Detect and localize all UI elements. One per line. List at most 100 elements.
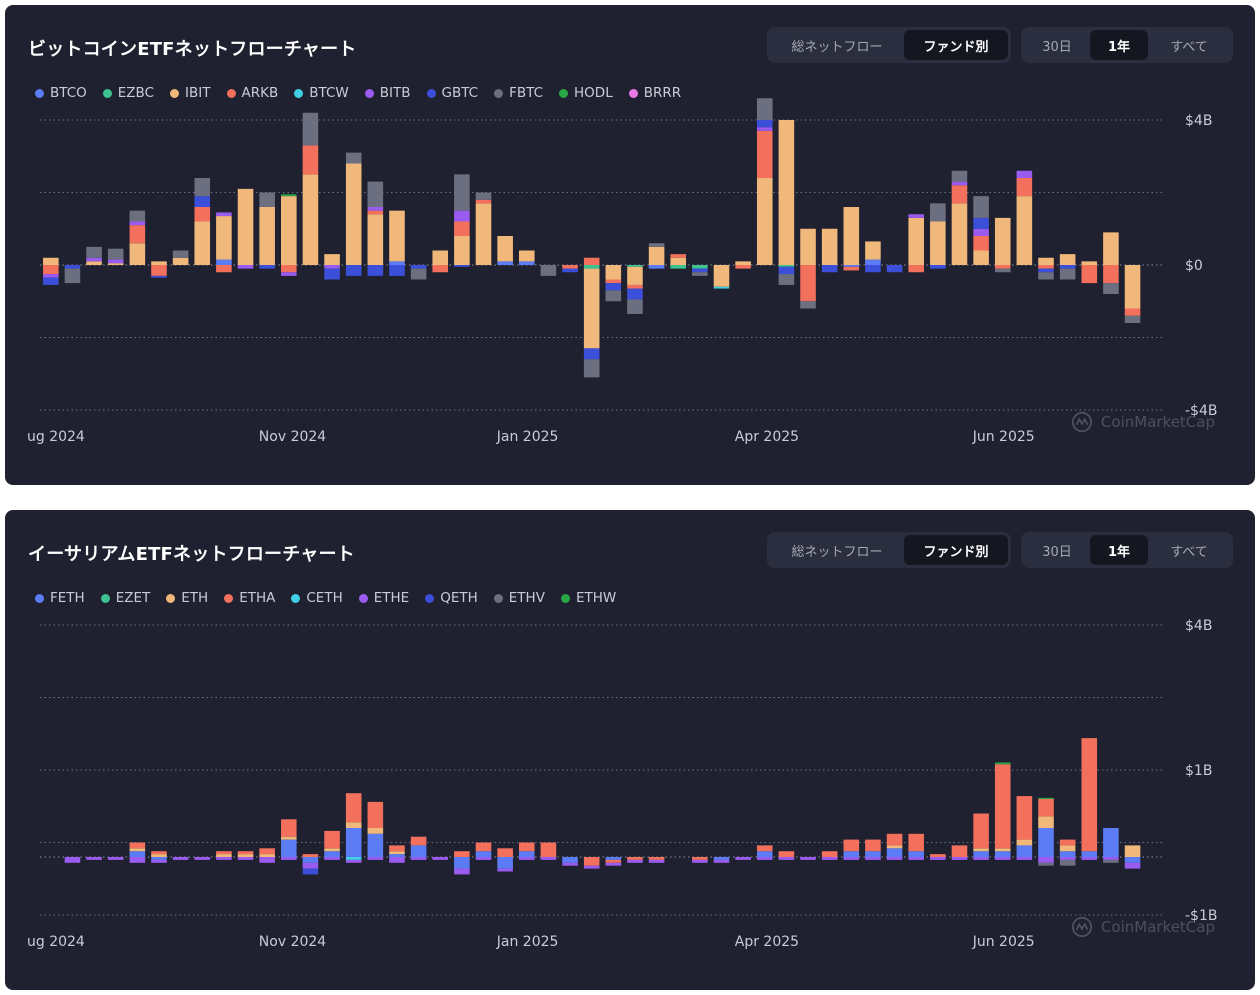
legend-item-ethv[interactable]: ETHV [493, 590, 545, 606]
bar-segment-etha[interactable] [973, 813, 989, 849]
bar-segment-ethe[interactable] [86, 857, 102, 860]
bar-segment-etha[interactable] [994, 764, 1011, 849]
legend-item-arkb[interactable]: ARKB [226, 85, 278, 101]
bar-segment-bitb[interactable] [281, 272, 297, 276]
bar-segment-ethe[interactable] [302, 862, 319, 869]
bar-segment-fbtc[interactable] [1103, 283, 1119, 294]
bar-segment-eth[interactable] [259, 854, 275, 857]
bar-segment-arkb[interactable] [951, 185, 968, 204]
bar-segment-arkb[interactable] [43, 265, 59, 275]
bar-segment-gbtc[interactable] [627, 288, 643, 300]
bar-segment-etha[interactable] [605, 859, 622, 863]
bar-segment-ibit[interactable] [800, 228, 816, 265]
bar-segment-etha[interactable] [518, 842, 535, 852]
bar-segment-arkb[interactable] [1081, 265, 1098, 284]
bar-segment-eth[interactable] [324, 848, 340, 852]
bar-segment-feth[interactable] [562, 857, 578, 863]
bar-segment-etha[interactable] [886, 833, 903, 846]
bar-segment-fbtc[interactable] [302, 112, 319, 146]
bar-segment-eth[interactable] [994, 848, 1011, 852]
bar-segment-ethe[interactable] [475, 857, 492, 860]
bar-segment-fbtc[interactable] [648, 243, 665, 247]
bar-segment-fbtc[interactable] [259, 192, 275, 208]
bar-segment-eth[interactable] [367, 828, 384, 834]
bar-segment-btco[interactable] [497, 261, 513, 265]
bar-segment-etha[interactable] [1059, 839, 1076, 846]
bar-segment-ibit[interactable] [627, 266, 643, 285]
bar-segment-ethe[interactable] [1059, 857, 1076, 860]
bar-segment-feth[interactable] [1124, 857, 1141, 863]
bar-segment-fbtc[interactable] [692, 272, 708, 276]
legend-item-hodl[interactable]: HODL [559, 85, 613, 101]
bar-segment-gbtc[interactable] [1059, 265, 1076, 269]
bar-segment-bitb[interactable] [908, 214, 924, 218]
bar-segment-ibit[interactable] [454, 236, 470, 265]
legend-item-ezbc[interactable]: EZBC [102, 85, 154, 101]
bar-segment-ethe[interactable] [345, 859, 362, 863]
bar-segment-feth[interactable] [756, 851, 773, 857]
bar-segment-feth[interactable] [605, 857, 622, 860]
bar-segment-ibit[interactable] [1016, 196, 1033, 265]
bar-segment-feth[interactable] [367, 833, 384, 857]
bar-segment-etha[interactable] [302, 854, 319, 857]
bar-segment-ibit[interactable] [107, 263, 124, 265]
range-1y-button[interactable]: 1年 [1090, 535, 1148, 565]
bar-segment-gbtc[interactable] [389, 265, 405, 276]
bar-segment-ethe[interactable] [367, 857, 384, 860]
bar-segment-ibit[interactable] [518, 250, 535, 262]
bar-segment-feth[interactable] [1103, 828, 1119, 857]
bar-segment-ethe[interactable] [735, 857, 751, 860]
bar-segment-ethw[interactable] [1038, 797, 1054, 799]
bar-segment-feth[interactable] [129, 851, 146, 857]
bar-segment-ethe[interactable] [627, 859, 643, 863]
bar-segment-etha[interactable] [865, 839, 881, 852]
bar-segment-gbtc[interactable] [692, 268, 708, 273]
bar-segment-ethe[interactable] [151, 859, 167, 863]
bar-segment-eth[interactable] [1059, 845, 1076, 852]
bar-segment-arkb[interactable] [281, 265, 297, 273]
bar-segment-gbtc[interactable] [64, 265, 81, 269]
bar-segment-ibit[interactable] [216, 216, 232, 260]
bar-segment-arkb[interactable] [994, 265, 1011, 269]
bar-segment-fbtc[interactable] [994, 268, 1011, 273]
bar-segment-ethe[interactable] [216, 857, 232, 860]
bar-segment-ibit[interactable] [151, 261, 167, 265]
bar-segment-qeth[interactable] [302, 868, 319, 875]
bar-segment-arkb[interactable] [129, 225, 146, 244]
bar-segment-etha[interactable] [389, 845, 405, 852]
bar-segment-arkb[interactable] [1103, 265, 1119, 284]
bar-segment-ethe[interactable] [129, 857, 146, 863]
bar-segment-ibit[interactable] [475, 203, 492, 265]
bar-segment-fbtc[interactable] [1124, 315, 1141, 323]
bar-segment-etha[interactable] [237, 851, 254, 855]
bar-segment-feth[interactable] [475, 851, 492, 857]
bar-segment-etha[interactable] [410, 836, 427, 846]
range-1y-button[interactable]: 1年 [1090, 30, 1148, 60]
bar-segment-fbtc[interactable] [86, 246, 102, 258]
bar-segment-etha[interactable] [951, 845, 968, 857]
bar-segment-arkb[interactable] [908, 265, 924, 273]
bar-segment-ethe[interactable] [410, 857, 427, 860]
bar-segment-arkb[interactable] [583, 257, 600, 265]
bar-segment-ethe[interactable] [973, 857, 989, 860]
bar-segment-ethe[interactable] [1038, 857, 1054, 863]
bar-segment-fbtc[interactable] [107, 248, 124, 260]
bar-segment-etha[interactable] [778, 851, 795, 857]
bar-segment-bitb[interactable] [454, 210, 470, 222]
bar-segment-arkb[interactable] [302, 145, 319, 175]
bar-segment-ibit[interactable] [324, 254, 340, 265]
bar-segment-bitb[interactable] [324, 265, 340, 269]
legend-item-ibit[interactable]: IBIT [170, 85, 211, 101]
bar-segment-etha[interactable] [1081, 738, 1098, 852]
bar-segment-fbtc[interactable] [540, 265, 557, 276]
bar-segment-etha[interactable] [367, 801, 384, 828]
bar-segment-eth[interactable] [151, 854, 167, 857]
bar-segment-arkb[interactable] [973, 236, 989, 251]
bar-segment-ibit[interactable] [713, 265, 730, 287]
bar-segment-feth[interactable] [1038, 828, 1054, 857]
by-fund-button[interactable]: ファンド別 [904, 535, 1008, 565]
bar-segment-ethe[interactable] [1124, 862, 1141, 869]
bar-segment-gbtc[interactable] [605, 283, 622, 291]
bar-segment-fbtc[interactable] [367, 181, 384, 207]
bar-segment-ethe[interactable] [454, 868, 470, 875]
